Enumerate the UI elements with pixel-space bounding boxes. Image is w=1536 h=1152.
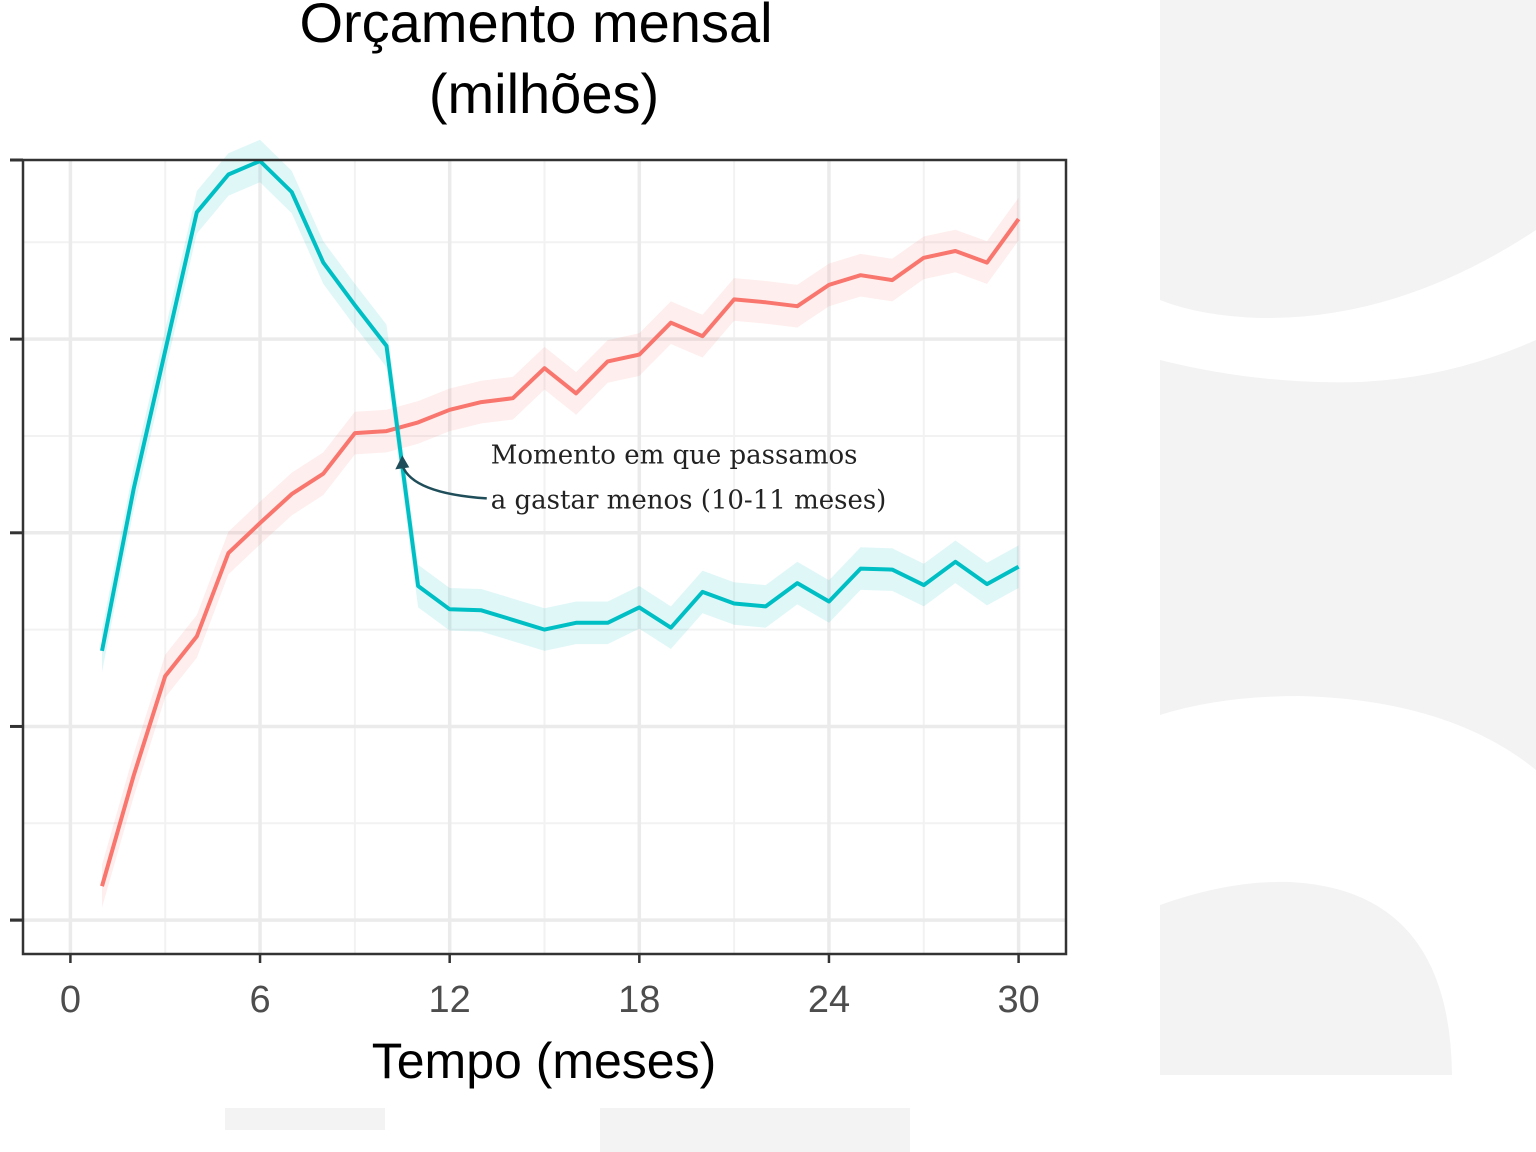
series-lines bbox=[100, 159, 1021, 887]
watermark-middle-shape bbox=[1160, 340, 1536, 770]
watermark-bottom-bar-right bbox=[600, 1108, 910, 1152]
series-2-line bbox=[100, 159, 1020, 652]
annotation-arrow bbox=[401, 464, 487, 500]
watermark-bottom-bar-left bbox=[225, 1108, 385, 1130]
watermark-shapes bbox=[225, 0, 1536, 1152]
grid-lines bbox=[23, 160, 1066, 954]
chart-title-line-1: Orçamento mensal bbox=[299, 0, 772, 54]
annotation-text-line-1: Momento em que passamos bbox=[491, 440, 858, 470]
x-tick-label: 30 bbox=[997, 979, 1039, 1021]
annotation: Momento em que passamos a gastar menos (… bbox=[395, 440, 886, 515]
watermark-top-shape bbox=[1160, 0, 1536, 319]
series-1-band bbox=[102, 197, 1019, 908]
annotation-arrowhead bbox=[395, 455, 410, 470]
series-1-line bbox=[100, 217, 1021, 887]
x-tick-label: 0 bbox=[60, 979, 81, 1021]
plot-panel-border bbox=[21, 158, 1068, 956]
annotation-text-line-2: a gastar menos (10-11 meses) bbox=[491, 485, 887, 515]
x-tick-label: 18 bbox=[618, 979, 660, 1021]
axes: 0 6 12 18 24 30 bbox=[10, 158, 1040, 1021]
x-tick-label: 24 bbox=[808, 979, 850, 1021]
x-tick-label: 6 bbox=[249, 979, 270, 1021]
watermark-bottom-shape bbox=[1160, 881, 1452, 1075]
chart-title-line-2: (milhões) bbox=[429, 62, 659, 125]
x-tick-label: 12 bbox=[429, 979, 471, 1021]
x-axis-title: Tempo (meses) bbox=[372, 1033, 717, 1089]
